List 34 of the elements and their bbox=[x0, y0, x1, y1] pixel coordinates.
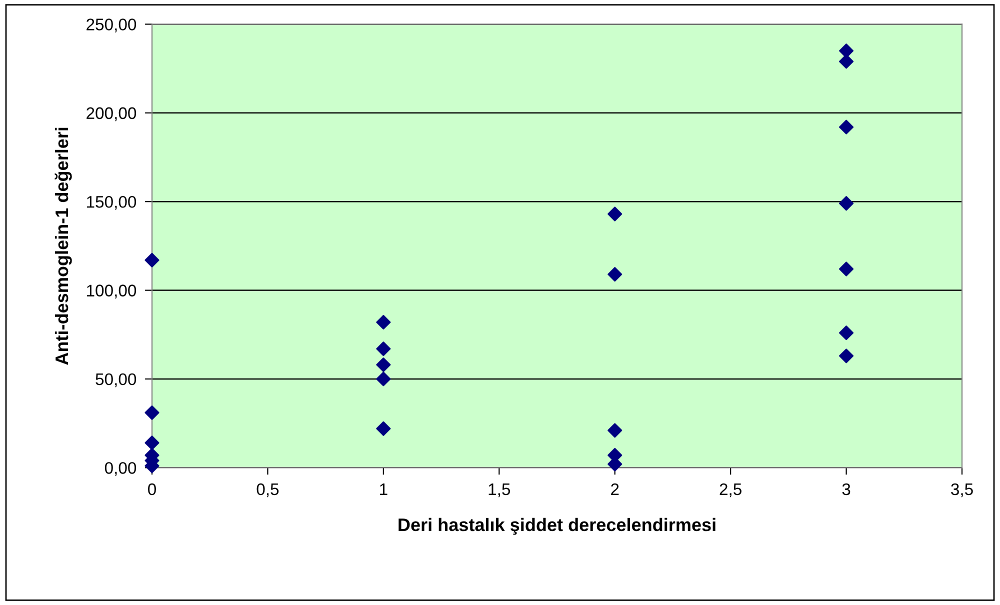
point bbox=[144, 405, 160, 420]
x-tick-label: 2,5 bbox=[720, 483, 742, 498]
y-axis-title: Anti-desmoglein-1 değerleri bbox=[54, 128, 72, 365]
y-tick-label: 250,00 bbox=[86, 18, 136, 32]
point bbox=[839, 348, 854, 364]
x-axis-title: Deri hastalık şiddet derecelendirmesi bbox=[398, 518, 716, 535]
point bbox=[608, 206, 622, 222]
y-tick-label: 150,00 bbox=[87, 196, 136, 210]
point bbox=[376, 421, 391, 436]
point bbox=[839, 326, 854, 340]
y-tick-label: 0,00 bbox=[104, 462, 136, 476]
point bbox=[144, 436, 160, 450]
x-tick-label: 1,5 bbox=[488, 484, 510, 498]
point bbox=[839, 120, 854, 134]
y-tick-label: 50,00 bbox=[96, 373, 136, 388]
y-tick-label: 100,00 bbox=[87, 284, 136, 298]
point bbox=[608, 423, 622, 438]
point bbox=[144, 252, 160, 268]
point bbox=[839, 54, 854, 69]
y-tick-label: 200,00 bbox=[86, 107, 136, 122]
point bbox=[608, 267, 622, 282]
point bbox=[839, 262, 854, 276]
point bbox=[376, 357, 391, 372]
x-tick-label: 0 bbox=[148, 483, 156, 496]
point bbox=[376, 314, 391, 330]
x-tick-label: 2 bbox=[611, 483, 619, 496]
x-tick-label: 0,5 bbox=[256, 483, 279, 498]
point bbox=[376, 372, 391, 386]
x-tick-label: 3,5 bbox=[951, 483, 973, 498]
x-tick-label: 1 bbox=[380, 484, 388, 496]
point bbox=[839, 196, 854, 211]
x-tick-label: 3 bbox=[842, 483, 850, 496]
point bbox=[839, 44, 854, 58]
point bbox=[376, 342, 391, 356]
